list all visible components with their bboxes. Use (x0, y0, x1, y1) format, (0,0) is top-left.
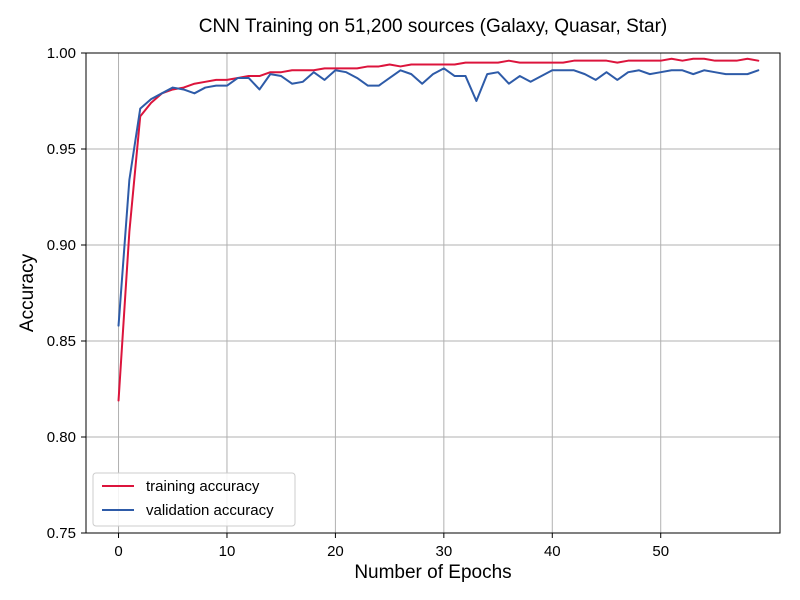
plot-series (117, 57, 760, 402)
x-tick-label: 30 (436, 543, 453, 560)
y-tick-label: 1.00 (47, 45, 76, 62)
x-tick-label: 20 (327, 543, 344, 560)
y-tick-label: 0.75 (47, 525, 76, 542)
x-tick-label: 50 (652, 543, 669, 560)
legend: training accuracy validation accuracy (92, 472, 296, 527)
y-tick-label: 0.90 (47, 237, 76, 254)
grid (86, 52, 780, 534)
x-tick-label: 10 (219, 543, 236, 560)
x-tick-label: 0 (114, 543, 122, 560)
y-axis-label: Accuracy (17, 253, 38, 332)
series-line-training-accuracy (117, 57, 760, 402)
plot-frame (85, 52, 781, 534)
legend-frame (92, 472, 296, 527)
x-tick-label: 40 (544, 543, 561, 560)
y-tick-label: 0.80 (47, 429, 76, 446)
y-tick-label: 0.85 (47, 333, 76, 350)
series-line-validation-accuracy (117, 67, 760, 327)
axis-ticks: 0 10 20 30 40 50 0.75 0.80 0.85 0.90 0.95 1.00 (47, 45, 669, 560)
legend-label-training-accuracy: training accuracy (146, 478, 260, 495)
chart-title: CNN Training on 51,200 sources (Galaxy, … (199, 16, 668, 37)
legend-label-validation-accuracy: validation accuracy (146, 502, 274, 519)
y-tick-label: 0.95 (47, 141, 76, 158)
x-axis-label: Number of Epochs (354, 562, 511, 583)
